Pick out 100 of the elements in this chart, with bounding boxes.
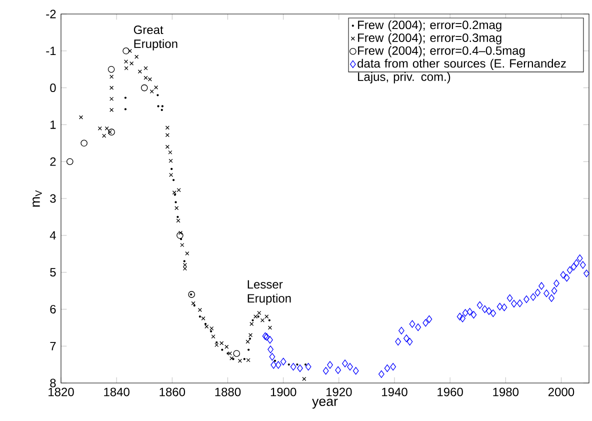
point [538, 282, 544, 290]
point [524, 295, 530, 304]
point [246, 340, 250, 344]
point [280, 358, 286, 366]
point [228, 351, 232, 356]
point [378, 370, 384, 378]
point [302, 376, 306, 381]
point [267, 336, 273, 344]
x-tick-label: 1900 [270, 388, 296, 396]
point [566, 266, 573, 274]
point [80, 140, 88, 147]
point [201, 316, 206, 320]
point [108, 66, 115, 73]
x-tick-label: 1820 [48, 388, 74, 396]
point [270, 361, 277, 369]
y-tick-label: -2 [46, 10, 56, 18]
annotation: Great Eruption [134, 26, 178, 50]
point [185, 251, 190, 256]
point [110, 96, 114, 101]
point [352, 367, 359, 375]
point [268, 326, 272, 330]
point [182, 266, 187, 271]
legend-label: Frew (2004); error=0.4–0.5mag [358, 46, 525, 58]
point [342, 360, 348, 368]
y-tick-label: 8 [50, 378, 56, 388]
point [462, 309, 468, 317]
point [422, 319, 429, 327]
y-tick-label: 4 [50, 231, 56, 240]
point [176, 188, 181, 192]
point [188, 291, 196, 298]
point [554, 280, 560, 288]
point [140, 84, 148, 92]
y-tick-label: 7 [50, 342, 56, 350]
point [169, 172, 174, 177]
point [268, 346, 274, 354]
point [253, 314, 258, 319]
point [460, 314, 466, 322]
point [144, 66, 148, 70]
point [257, 310, 262, 315]
point [198, 308, 202, 312]
point [322, 367, 329, 375]
y-tick-label: 3 [50, 194, 56, 203]
point [269, 353, 276, 361]
point [144, 76, 148, 80]
x-tick-label: 1880 [215, 388, 241, 396]
point [534, 288, 541, 296]
point [172, 190, 176, 195]
x-tick-label: 1920 [326, 388, 352, 396]
point [576, 254, 583, 262]
legend-label: Frew (2004); error=0.2mag [358, 20, 502, 32]
point [246, 358, 250, 362]
point [110, 108, 114, 112]
point [530, 293, 536, 301]
point [398, 326, 404, 334]
point [390, 362, 396, 371]
point [130, 61, 134, 66]
point [335, 366, 341, 374]
point [98, 126, 102, 130]
point [110, 74, 114, 79]
point [406, 338, 413, 346]
point [482, 305, 488, 314]
point [456, 312, 463, 320]
point [384, 364, 390, 372]
y-tick-label: 2 [50, 157, 56, 166]
point [174, 206, 179, 210]
point [544, 290, 550, 298]
point [134, 54, 139, 59]
point [466, 308, 473, 316]
point [347, 362, 353, 371]
point [574, 259, 580, 267]
point [176, 218, 180, 223]
point [275, 361, 282, 369]
point [108, 128, 115, 136]
point [108, 130, 112, 134]
x-axis-title: year [312, 398, 338, 409]
point [191, 301, 196, 306]
point [148, 77, 152, 82]
legend-label: Frew (2004); error=0.3mag [358, 33, 502, 44]
point [138, 70, 142, 74]
point [403, 334, 410, 342]
point [233, 350, 240, 357]
point [182, 262, 187, 267]
y-tick-label: 6 [50, 304, 56, 314]
x-tick-label: 1980 [493, 388, 519, 396]
point [165, 144, 170, 149]
point [122, 48, 130, 54]
y-tick-label: 1 [50, 120, 56, 129]
point [580, 261, 586, 269]
point [305, 362, 312, 371]
y-tick-label: 0 [50, 84, 56, 92]
point [248, 333, 253, 338]
point [180, 242, 184, 248]
point [501, 304, 508, 312]
y-tick-label: -1 [46, 46, 56, 56]
point [476, 301, 483, 309]
point [211, 334, 216, 339]
annotation: Lesser Eruption [248, 280, 291, 305]
legend-label: data from other sources (E. Fernandez Lajus, priv. com.) [358, 58, 566, 84]
point [154, 85, 158, 90]
y-tick-label: 5 [50, 268, 56, 276]
